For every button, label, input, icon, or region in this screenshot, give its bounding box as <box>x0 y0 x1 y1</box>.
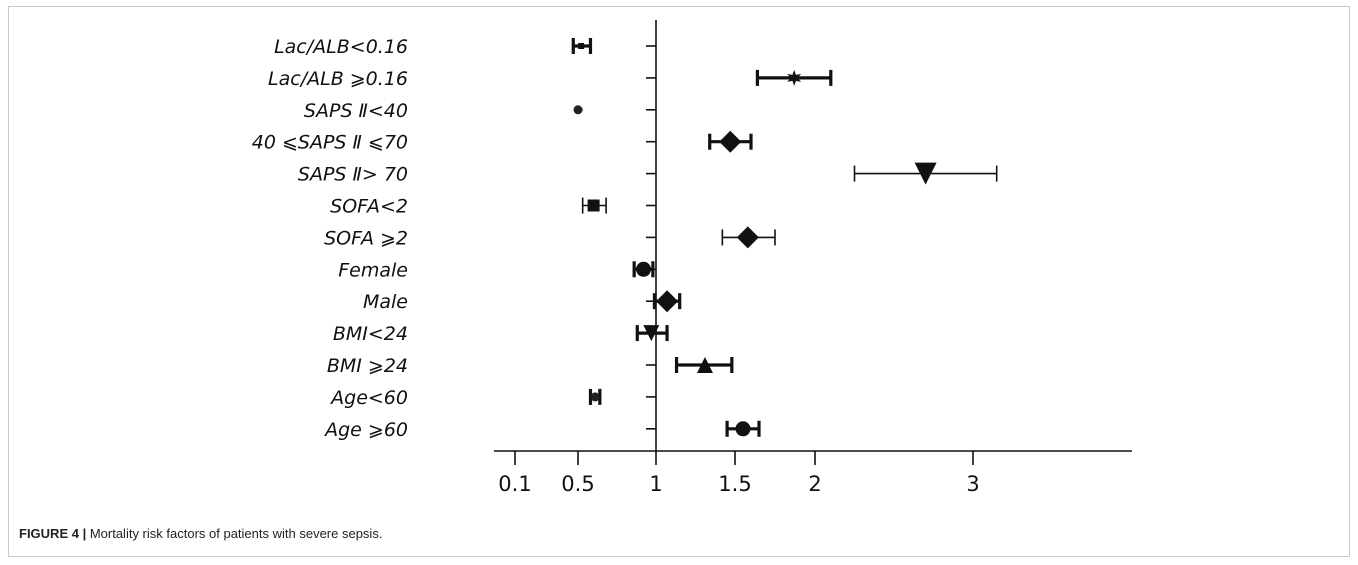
ci-row <box>573 105 583 115</box>
point-estimate <box>587 199 600 212</box>
point-estimate <box>636 261 652 277</box>
x-tick-label: 2 <box>808 472 821 496</box>
point-estimate <box>736 226 759 249</box>
row-label: Male <box>363 291 408 313</box>
x-tick-label: 0.1 <box>498 472 531 496</box>
point-estimate <box>643 325 660 342</box>
point-estimate <box>578 43 585 49</box>
x-tick-label: 1 <box>649 472 662 496</box>
row-label: SOFA<2 <box>330 196 408 218</box>
plot-marks <box>571 38 998 437</box>
forest-plot: Lac/ALB<0.16 Lac/ALB ⩾0.16 SAPS Ⅱ<40 40 ⩽SA… <box>252 20 1132 496</box>
ci-row <box>588 388 602 405</box>
figure-label: FIGURE 4 | <box>19 526 87 541</box>
row-label: Age ⩾60 <box>323 419 408 441</box>
x-tick-label: 3 <box>966 472 979 496</box>
row-label: Female <box>338 259 408 281</box>
ci-row <box>635 325 669 342</box>
row-label: BMI ⩾24 <box>327 355 408 377</box>
point-estimate <box>656 290 679 313</box>
ci-row <box>571 38 593 54</box>
point-estimate <box>787 69 802 86</box>
row-label: 40 ⩽SAPS Ⅱ ⩽70 <box>252 132 408 154</box>
caption-text: Mortality risk factors of patients with … <box>89 526 383 541</box>
row-label: BMI<24 <box>333 323 408 345</box>
row-label: Age<60 <box>329 387 408 409</box>
point-estimate <box>914 162 937 185</box>
figure-frame <box>8 6 1350 557</box>
point-estimate <box>573 105 583 115</box>
ci-row <box>708 130 753 153</box>
x-axis: 0.1 0.5 1 1.5 2 3 <box>494 20 1132 496</box>
row-labels: Lac/ALB<0.16 Lac/ALB ⩾0.16 SAPS Ⅱ<40 40 ⩽SA… <box>252 36 408 441</box>
ci-row <box>652 290 682 313</box>
ci-row <box>674 357 734 373</box>
point-estimate <box>696 357 713 373</box>
x-tick-label: 0.5 <box>561 472 594 496</box>
ci-row <box>853 162 998 185</box>
row-label: SAPS Ⅱ> 70 <box>298 164 408 186</box>
point-estimate <box>590 392 600 402</box>
row-label: SAPS Ⅱ<40 <box>304 100 408 122</box>
row-label: Lac/ALB<0.16 <box>274 36 408 58</box>
ci-row <box>721 226 776 249</box>
row-label: Lac/ALB ⩾0.16 <box>268 68 408 90</box>
point-estimate <box>719 130 742 153</box>
point-estimate <box>735 421 751 437</box>
figure-caption: FIGURE 4 | Mortality risk factors of pat… <box>19 526 382 541</box>
x-tick-label: 1.5 <box>718 472 751 496</box>
row-label: SOFA ⩾2 <box>324 227 408 249</box>
ci-row <box>632 261 655 278</box>
ci-row <box>755 69 833 86</box>
ci-row <box>581 197 607 214</box>
ci-row <box>725 420 761 437</box>
